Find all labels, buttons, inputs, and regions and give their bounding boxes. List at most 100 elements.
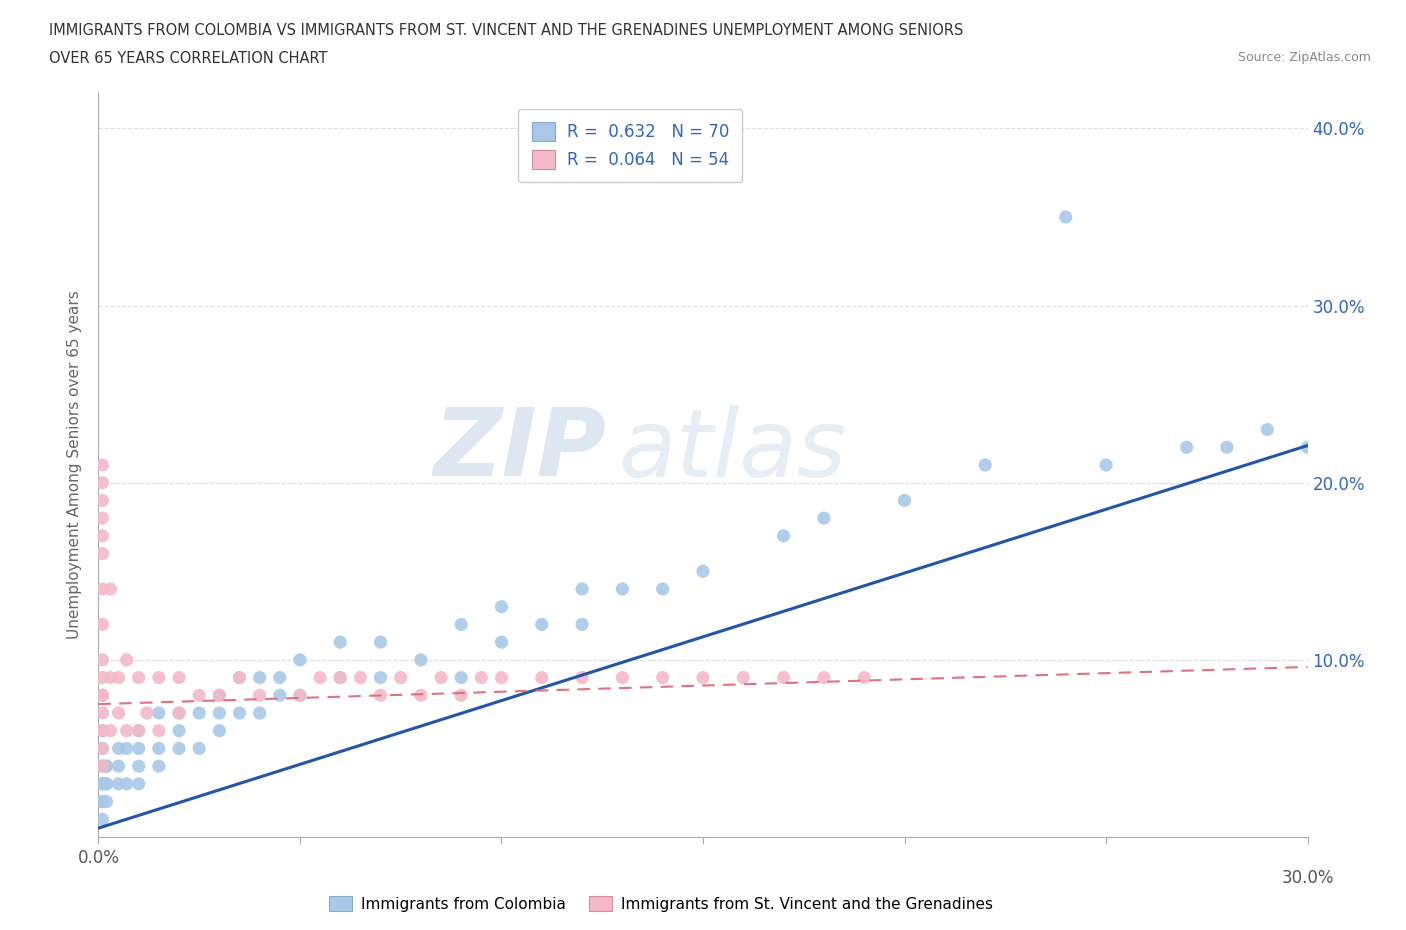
Point	[772, 528, 794, 543]
Point	[370, 671, 392, 685]
Point	[91, 688, 114, 703]
Point	[128, 777, 150, 791]
Point	[288, 688, 311, 703]
Point	[91, 581, 114, 596]
Text: IMMIGRANTS FROM COLOMBIA VS IMMIGRANTS FROM ST. VINCENT AND THE GRENADINES UNEMP: IMMIGRANTS FROM COLOMBIA VS IMMIGRANTS F…	[49, 23, 963, 38]
Point	[853, 671, 876, 685]
Point	[96, 777, 118, 791]
Point	[91, 546, 114, 561]
Point	[409, 688, 432, 703]
Point	[128, 741, 150, 756]
Point	[148, 741, 170, 756]
Point	[571, 617, 593, 631]
Point	[91, 617, 114, 631]
Point	[288, 653, 311, 668]
Point	[208, 688, 231, 703]
Point	[288, 688, 311, 703]
Text: ZIP: ZIP	[433, 405, 606, 496]
Point	[208, 724, 231, 738]
Point	[491, 634, 513, 649]
Point	[167, 706, 190, 721]
Point	[188, 688, 211, 703]
Point	[188, 706, 211, 721]
Point	[128, 671, 150, 685]
Point	[389, 671, 412, 685]
Point	[269, 688, 291, 703]
Point	[91, 794, 114, 809]
Point	[733, 671, 755, 685]
Point	[91, 759, 114, 774]
Point	[91, 493, 114, 508]
Point	[91, 688, 114, 703]
Point	[107, 671, 129, 685]
Point	[228, 671, 250, 685]
Point	[571, 671, 593, 685]
Point	[208, 706, 231, 721]
Point	[167, 724, 190, 738]
Point	[167, 706, 190, 721]
Point	[148, 706, 170, 721]
Point	[91, 777, 114, 791]
Point	[115, 653, 138, 668]
Point	[100, 671, 122, 685]
Point	[491, 671, 513, 685]
Point	[107, 741, 129, 756]
Point	[91, 724, 114, 738]
Point	[115, 724, 138, 738]
Point	[651, 671, 673, 685]
Point	[128, 724, 150, 738]
Point	[1256, 422, 1278, 437]
Point	[135, 706, 157, 721]
Point	[370, 688, 392, 703]
Point	[91, 653, 114, 668]
Point	[813, 671, 835, 685]
Point	[530, 617, 553, 631]
Text: OVER 65 YEARS CORRELATION CHART: OVER 65 YEARS CORRELATION CHART	[49, 51, 328, 66]
Point	[107, 759, 129, 774]
Point	[1095, 458, 1118, 472]
Legend: R =  0.632   N = 70, R =  0.064   N = 54: R = 0.632 N = 70, R = 0.064 N = 54	[519, 109, 742, 182]
Point	[107, 706, 129, 721]
Point	[249, 671, 271, 685]
Point	[91, 759, 114, 774]
Point	[188, 741, 211, 756]
Point	[167, 671, 190, 685]
Text: 30.0%: 30.0%	[1281, 869, 1334, 887]
Point	[115, 741, 138, 756]
Point	[1216, 440, 1239, 455]
Point	[612, 581, 634, 596]
Point	[91, 671, 114, 685]
Point	[329, 634, 352, 649]
Point	[128, 759, 150, 774]
Point	[91, 759, 114, 774]
Point	[651, 581, 673, 596]
Point	[228, 706, 250, 721]
Point	[128, 724, 150, 738]
Point	[450, 617, 472, 631]
Point	[450, 671, 472, 685]
Legend: Immigrants from Colombia, Immigrants from St. Vincent and the Grenadines: Immigrants from Colombia, Immigrants fro…	[323, 889, 998, 918]
Point	[269, 671, 291, 685]
Point	[409, 653, 432, 668]
Point	[91, 777, 114, 791]
Point	[571, 581, 593, 596]
Point	[96, 759, 118, 774]
Point	[349, 671, 371, 685]
Point	[370, 634, 392, 649]
Point	[91, 794, 114, 809]
Point	[329, 671, 352, 685]
Point	[100, 581, 122, 596]
Point	[692, 564, 714, 578]
Point	[91, 812, 114, 827]
Point	[96, 777, 118, 791]
Point	[974, 458, 997, 472]
Point	[893, 493, 915, 508]
Point	[1054, 209, 1077, 224]
Point	[91, 528, 114, 543]
Point	[167, 741, 190, 756]
Point	[309, 671, 332, 685]
Point	[772, 671, 794, 685]
Point	[470, 671, 492, 685]
Point	[91, 511, 114, 525]
Point	[430, 671, 453, 685]
